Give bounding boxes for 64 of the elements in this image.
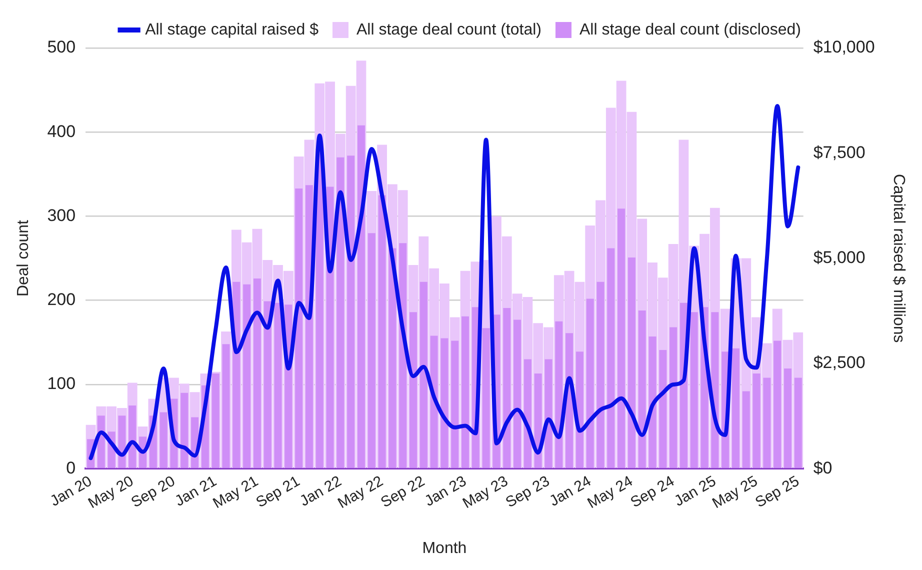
bar — [794, 378, 802, 468]
bar — [160, 412, 168, 468]
bar — [544, 359, 552, 468]
bar — [774, 340, 782, 468]
bar — [378, 195, 386, 468]
legend-label: All stage deal count (disclosed) — [579, 21, 801, 38]
bar — [670, 327, 678, 468]
y-tick-label: 300 — [47, 206, 76, 225]
y2-tick-label: $0 — [813, 458, 832, 478]
bar — [607, 248, 615, 468]
y-tick-label: 0 — [66, 458, 76, 478]
bar — [180, 392, 188, 468]
bar — [118, 416, 126, 468]
y-tick-label: 100 — [47, 374, 76, 394]
bar — [222, 344, 230, 468]
legend-label: All stage capital raised $ — [145, 21, 319, 38]
bar — [264, 301, 272, 468]
bar — [596, 282, 604, 468]
bar — [514, 320, 522, 468]
bar — [742, 391, 750, 468]
bar — [440, 338, 448, 468]
bar — [628, 257, 636, 468]
bar — [659, 350, 667, 468]
bar — [347, 156, 355, 468]
bar — [430, 336, 438, 468]
bar — [648, 336, 656, 468]
bar — [690, 312, 698, 468]
bar — [274, 302, 282, 468]
bar — [388, 248, 396, 468]
bar — [638, 310, 646, 468]
bar — [420, 282, 428, 468]
y-tick-label: 400 — [47, 122, 76, 141]
bar — [555, 321, 563, 468]
y-tick-label: 200 — [47, 290, 76, 310]
bar — [243, 284, 251, 468]
bar — [586, 298, 594, 468]
bar — [482, 328, 490, 468]
bar — [128, 406, 136, 468]
bar — [618, 208, 626, 468]
y2-tick-label: $7,500 — [813, 142, 866, 162]
bar — [462, 316, 470, 468]
bar — [763, 378, 771, 468]
y-tick-label: 500 — [47, 38, 76, 57]
bar — [232, 282, 240, 468]
y-axis-title: Deal count — [15, 220, 32, 297]
x-axis-title: Month — [422, 540, 467, 557]
legend-label: All stage deal count (total) — [356, 21, 542, 38]
bar — [295, 188, 303, 468]
line-series — [88, 104, 800, 460]
y2-tick-label: $10,000 — [813, 38, 875, 57]
bar — [410, 312, 417, 468]
bar — [503, 308, 511, 468]
bar — [784, 368, 792, 468]
bar — [253, 278, 261, 468]
bar — [732, 348, 740, 468]
y2-axis-title: Capital raised $ millions — [890, 174, 907, 343]
bar — [576, 352, 584, 468]
y2-tick-label: $5,000 — [813, 248, 866, 267]
bar — [752, 374, 760, 468]
bar — [336, 157, 344, 468]
bar — [357, 125, 365, 468]
bar — [451, 340, 459, 468]
y2-tick-label: $2,500 — [813, 353, 866, 372]
bar — [368, 233, 376, 468]
